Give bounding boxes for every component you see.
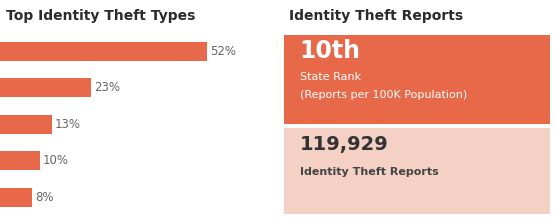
Bar — [0, 188, 32, 207]
Text: Identity Theft Reports: Identity Theft Reports — [289, 9, 463, 23]
Bar — [0, 78, 91, 97]
Bar — [284, 128, 550, 214]
Text: 13%: 13% — [55, 118, 81, 131]
Text: 23%: 23% — [95, 81, 121, 94]
Text: State Rank: State Rank — [300, 72, 361, 82]
Text: 8%: 8% — [35, 191, 53, 204]
Bar — [0, 151, 39, 170]
Text: Top Identity Theft Types: Top Identity Theft Types — [6, 9, 195, 23]
Text: 119,929: 119,929 — [300, 135, 388, 154]
Text: 10th: 10th — [300, 40, 361, 63]
Text: 52%: 52% — [210, 45, 236, 58]
Text: 10%: 10% — [43, 154, 69, 167]
Text: (Reports per 100K Population): (Reports per 100K Population) — [300, 90, 467, 100]
Bar — [0, 42, 206, 61]
Bar — [284, 35, 550, 124]
Bar — [0, 115, 52, 134]
Text: Identity Theft Reports: Identity Theft Reports — [300, 167, 438, 177]
